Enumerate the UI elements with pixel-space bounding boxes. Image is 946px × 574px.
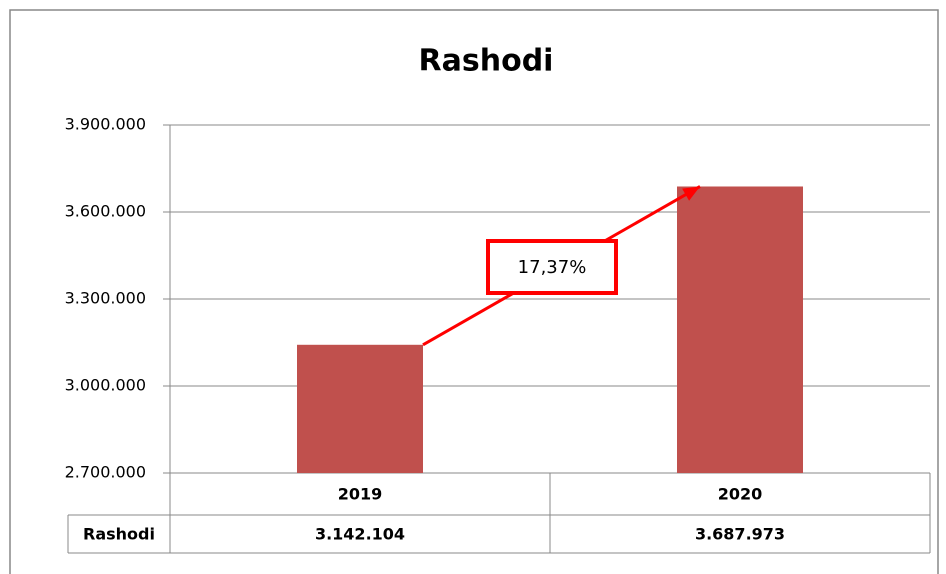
annotation-box	[486, 239, 618, 295]
y-tick-label: 3.900.000	[65, 115, 146, 134]
value-label: 3.687.973	[695, 525, 785, 544]
chart-title: Rashodi	[419, 44, 554, 79]
x-tick-label: 2020	[718, 485, 763, 504]
annotation: 17,37%	[518, 257, 587, 278]
chart-border	[9, 9, 939, 574]
y-tick-label: 3.000.000	[65, 376, 146, 395]
bar	[677, 186, 803, 473]
x-tick-label: 2019	[338, 485, 383, 504]
arrow-head	[682, 186, 700, 201]
y-tick-label: 3.600.000	[65, 202, 146, 221]
value-label: 3.142.104	[315, 525, 405, 544]
legend-label: Rashodi	[83, 525, 155, 544]
bar	[297, 344, 423, 473]
y-tick-label: 3.300.000	[65, 289, 146, 308]
y-tick-label: 2.700.000	[65, 463, 146, 482]
